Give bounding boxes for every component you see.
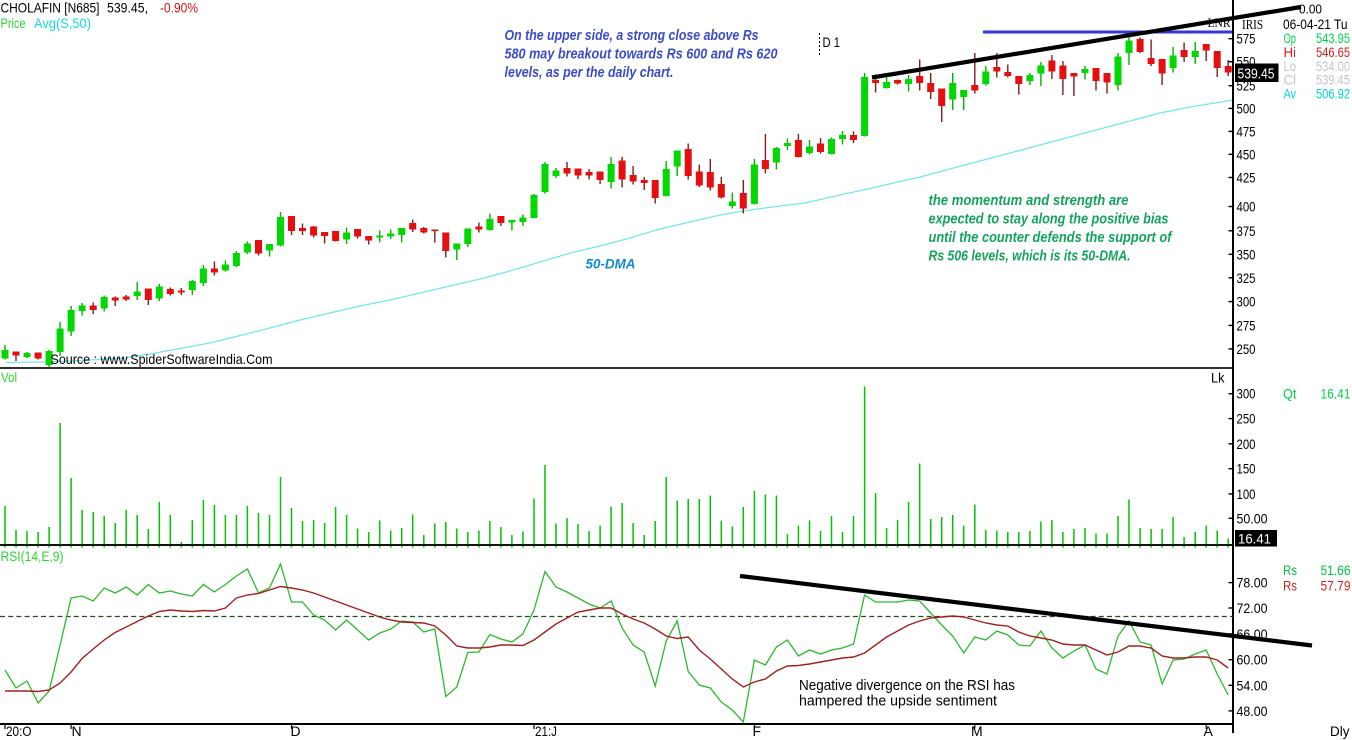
svg-text:580 may breakout towards Rs 60: 580 may breakout towards Rs 600 and Rs 6… xyxy=(505,47,778,63)
svg-text:M: M xyxy=(971,723,983,739)
svg-text:Dly: Dly xyxy=(1330,723,1350,739)
svg-text:54.00: 54.00 xyxy=(1237,677,1268,693)
svg-text:CHOLAFIN [N685]: CHOLAFIN [N685] xyxy=(1,0,100,16)
svg-text:0.00: 0.00 xyxy=(1299,2,1322,17)
svg-text:539.45,: 539.45, xyxy=(107,0,148,16)
svg-text:450: 450 xyxy=(1237,146,1256,162)
svg-text:500: 500 xyxy=(1237,100,1256,116)
svg-text:575: 575 xyxy=(1237,31,1256,47)
svg-text:275: 275 xyxy=(1237,317,1256,333)
svg-text:expected to stay along the pos: expected to stay along the positive bias xyxy=(929,212,1169,228)
svg-text:LNR: LNR xyxy=(1208,15,1231,30)
svg-text:50.00: 50.00 xyxy=(1237,510,1268,526)
svg-text:F: F xyxy=(753,723,762,739)
svg-text:539.45: 539.45 xyxy=(1238,67,1275,83)
svg-text:Op: Op xyxy=(1284,31,1297,46)
svg-text:D: D xyxy=(291,723,301,739)
svg-text:On the upper side, a strong cl: On the upper side, a strong close above … xyxy=(505,28,759,44)
svg-text:506.92: 506.92 xyxy=(1316,87,1350,102)
svg-text:539.45: 539.45 xyxy=(1316,73,1350,88)
svg-text:78.00: 78.00 xyxy=(1237,575,1268,591)
svg-text:N: N xyxy=(72,723,82,739)
svg-text:Hi: Hi xyxy=(1284,45,1297,60)
svg-text:200: 200 xyxy=(1237,436,1256,452)
svg-text:Price: Price xyxy=(1,15,26,31)
svg-text:250: 250 xyxy=(1237,341,1256,357)
svg-text:Av: Av xyxy=(1284,87,1297,102)
svg-text:Vol: Vol xyxy=(1,369,17,385)
svg-text:Source : www.SpiderSoftwareInd: Source : www.SpiderSoftwareIndia.Com xyxy=(51,351,273,367)
svg-text:-0.90%: -0.90% xyxy=(160,0,198,16)
svg-text:the momentum and strength are: the momentum and strength are xyxy=(929,193,1129,209)
svg-text:16.41: 16.41 xyxy=(1238,531,1271,547)
svg-text:57.79: 57.79 xyxy=(1321,579,1351,594)
svg-text:levels, as per the daily chart: levels, as per the daily chart. xyxy=(505,65,674,81)
svg-text:100: 100 xyxy=(1237,486,1256,502)
svg-text:50-DMA: 50-DMA xyxy=(586,256,636,272)
svg-text:325: 325 xyxy=(1237,270,1256,286)
svg-text:A: A xyxy=(1204,723,1214,739)
svg-text:16.41: 16.41 xyxy=(1321,387,1351,402)
svg-text:Rs: Rs xyxy=(1283,579,1297,594)
svg-text:250: 250 xyxy=(1237,411,1256,427)
svg-text:400: 400 xyxy=(1237,199,1256,215)
svg-text:66.00: 66.00 xyxy=(1237,626,1268,642)
svg-text:546.65: 546.65 xyxy=(1316,45,1350,60)
svg-text:Rs: Rs xyxy=(1283,563,1297,578)
svg-text:300: 300 xyxy=(1237,386,1256,402)
svg-text:RSI(14,E,9): RSI(14,E,9) xyxy=(1,548,64,564)
svg-text:hampered the upside sentiment: hampered the upside sentiment xyxy=(799,694,997,710)
svg-text:425: 425 xyxy=(1237,170,1256,186)
svg-text:Qt: Qt xyxy=(1283,387,1297,402)
svg-text:48.00: 48.00 xyxy=(1237,703,1268,719)
svg-text:06-04-21 Tu: 06-04-21 Tu xyxy=(1283,17,1348,32)
svg-text:Lo: Lo xyxy=(1284,59,1297,74)
svg-text:72.00: 72.00 xyxy=(1237,600,1268,616)
svg-text:Avg(S,50): Avg(S,50) xyxy=(34,15,91,31)
svg-text:21:J: 21:J xyxy=(535,723,557,739)
svg-text:350: 350 xyxy=(1237,246,1256,262)
svg-text:Cl: Cl xyxy=(1284,73,1297,88)
svg-text:543.95: 543.95 xyxy=(1316,31,1350,46)
svg-text:375: 375 xyxy=(1237,223,1256,239)
svg-text:Negative divergence on the RSI: Negative divergence on the RSI has xyxy=(799,678,1015,694)
svg-text:475: 475 xyxy=(1237,123,1256,139)
svg-text:IRIS: IRIS xyxy=(1242,18,1263,33)
svg-text:150: 150 xyxy=(1237,461,1256,477)
svg-text:D 1: D 1 xyxy=(823,34,841,50)
svg-text:300: 300 xyxy=(1237,294,1256,310)
svg-text:Lk: Lk xyxy=(1211,370,1225,386)
svg-text:Rs 506 levels, which is its 50: Rs 506 levels, which is its 50-DMA. xyxy=(929,249,1131,265)
svg-text:51.66: 51.66 xyxy=(1321,563,1351,578)
svg-text:until the counter defends the: until the counter defends the support of xyxy=(929,230,1174,246)
svg-text:20:O: 20:O xyxy=(6,723,32,739)
svg-text:534.00: 534.00 xyxy=(1316,59,1350,74)
svg-text:60.00: 60.00 xyxy=(1237,652,1268,668)
